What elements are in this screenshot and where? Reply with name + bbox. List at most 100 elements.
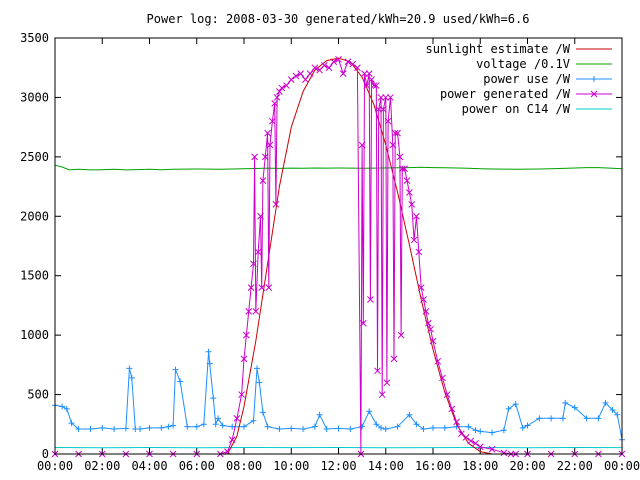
data-point	[383, 379, 391, 387]
data-point	[422, 308, 430, 315]
legend-label: sunlight estimate /W	[426, 42, 571, 56]
data-point	[614, 411, 621, 418]
data-point	[512, 401, 519, 408]
data-point	[212, 421, 219, 428]
data-point	[306, 70, 314, 78]
data-point	[382, 426, 389, 433]
data-point	[571, 404, 578, 411]
data-point	[233, 414, 241, 422]
data-point	[406, 411, 413, 418]
x-tick-label: 16:00	[415, 459, 451, 473]
data-point	[339, 70, 347, 78]
data-point	[420, 426, 427, 433]
data-point	[429, 337, 437, 345]
data-point	[247, 284, 255, 291]
data-point	[205, 348, 212, 355]
data-point	[276, 426, 283, 433]
data-point	[302, 76, 309, 83]
data-point	[595, 415, 602, 422]
data-point	[472, 439, 479, 447]
data-point	[200, 421, 207, 428]
data-point	[358, 141, 366, 149]
data-point	[311, 64, 319, 72]
data-point	[406, 189, 413, 196]
data-point	[524, 422, 531, 429]
data-point	[206, 360, 213, 367]
data-point	[137, 426, 144, 433]
data-point	[457, 430, 465, 438]
x-tick-label: 04:00	[131, 459, 167, 473]
data-point	[403, 177, 411, 184]
data-point	[415, 248, 423, 256]
data-point	[375, 105, 383, 113]
x-tick-label: 02:00	[84, 459, 120, 473]
data-point	[394, 423, 401, 430]
data-point	[394, 129, 401, 137]
data-point	[243, 331, 250, 339]
data-point	[609, 407, 616, 414]
data-point	[323, 426, 330, 433]
data-point	[443, 391, 451, 398]
data-point	[378, 391, 386, 398]
series-3	[51, 56, 626, 458]
data-point	[378, 424, 385, 431]
data-point	[374, 367, 381, 375]
data-point	[253, 365, 260, 372]
x-tick-label: 10:00	[273, 459, 309, 473]
data-point	[424, 319, 432, 327]
data-point	[413, 421, 420, 428]
data-point	[292, 72, 300, 80]
data-point	[245, 308, 253, 315]
legend-marker	[591, 76, 597, 82]
data-point	[259, 177, 267, 184]
data-point	[500, 449, 508, 457]
data-point	[380, 105, 387, 113]
data-point	[261, 153, 269, 161]
data-point	[158, 424, 165, 431]
data-point	[170, 422, 177, 429]
data-point	[583, 415, 590, 422]
data-point	[536, 415, 543, 422]
data-point	[366, 408, 373, 415]
x-tick-label: 00:00	[604, 459, 640, 473]
data-point	[126, 365, 133, 372]
data-point	[297, 70, 305, 78]
data-point	[330, 58, 338, 66]
data-point	[283, 82, 290, 89]
data-point	[354, 64, 361, 72]
x-tick-label: 22:00	[557, 459, 593, 473]
data-point	[489, 429, 496, 436]
y-tick-label: 2000	[20, 209, 49, 223]
data-point	[562, 399, 569, 406]
data-point	[68, 420, 75, 427]
data-point	[300, 426, 307, 433]
legend-label: power use /W	[483, 72, 570, 86]
data-point	[391, 129, 399, 137]
data-point	[219, 422, 226, 429]
data-point	[347, 426, 354, 433]
data-point	[397, 331, 405, 339]
data-point	[146, 424, 153, 431]
data-point	[408, 201, 416, 208]
data-point	[359, 319, 367, 327]
y-tick-label: 1000	[20, 328, 49, 342]
data-point	[251, 153, 258, 161]
data-point	[368, 76, 375, 83]
legend-marker	[590, 90, 598, 98]
data-point	[370, 82, 378, 89]
data-point	[241, 423, 247, 430]
data-point	[210, 395, 217, 402]
x-tick-label: 00:00	[37, 459, 73, 473]
data-point	[63, 405, 70, 412]
data-point	[177, 378, 184, 385]
x-tick-label: 06:00	[179, 459, 215, 473]
data-point	[288, 425, 295, 432]
data-point	[401, 165, 409, 173]
data-point	[548, 415, 555, 422]
data-point	[193, 423, 200, 430]
data-point	[410, 236, 418, 244]
data-point	[476, 443, 484, 451]
data-point	[363, 82, 371, 89]
x-tick-label: 14:00	[368, 459, 404, 473]
